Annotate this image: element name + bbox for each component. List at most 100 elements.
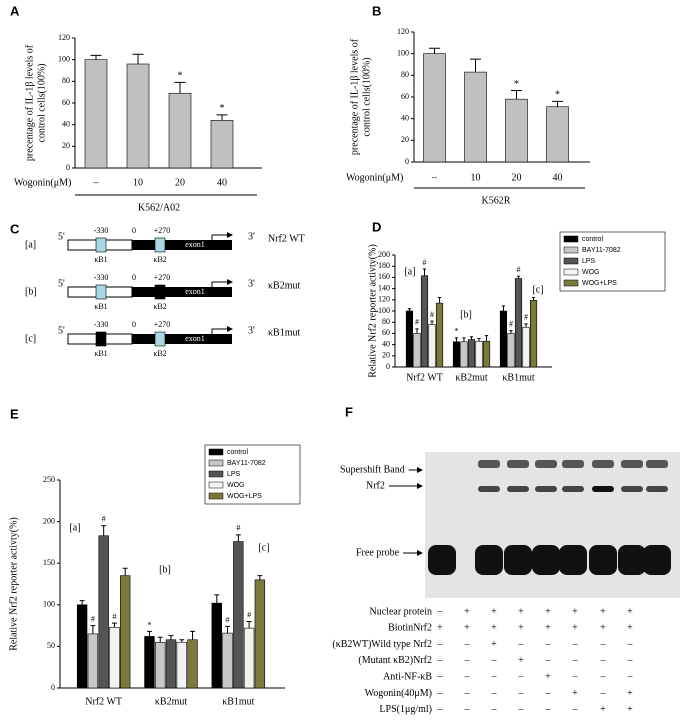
x-tick-label: 10 <box>471 172 481 183</box>
row-label: Wogonin(40μM) <box>365 688 432 699</box>
significance-marker: # <box>517 265 521 274</box>
row-cell: – <box>491 671 498 682</box>
legend-swatch <box>563 257 579 265</box>
row-cell: + <box>491 639 497 650</box>
error-bar <box>111 622 117 628</box>
bar <box>254 579 266 689</box>
supershift-band <box>592 460 614 468</box>
y-axis-label: precentage of IL-1β levels of <box>349 38 360 155</box>
y-tick-label: 0 <box>66 163 70 172</box>
three-prime: 3' <box>248 231 255 242</box>
legend-label: control <box>227 449 248 456</box>
row-cell: – <box>437 688 444 699</box>
bar <box>529 300 538 368</box>
construct-tag: [a] <box>25 239 36 250</box>
legend-label: WOG+LPS <box>227 493 262 500</box>
legend-label: WOG <box>582 269 600 276</box>
error-bar <box>462 337 466 342</box>
significance-marker: # <box>226 615 230 624</box>
row-label: Nuclear protein <box>370 606 432 617</box>
bar <box>423 53 446 163</box>
row-cell: – <box>464 671 471 682</box>
legend-label: LPS <box>582 258 596 265</box>
y-axis-label: Relative Nrf2 reporter activty(%) <box>8 517 19 651</box>
x-tick-label: κB1mut <box>502 372 534 383</box>
row-cell: – <box>600 671 607 682</box>
row-cell: + <box>518 655 524 666</box>
error-bar <box>168 635 174 640</box>
tss-arrow <box>211 279 233 287</box>
error-bar <box>179 639 185 643</box>
position-label: 0 <box>132 226 136 235</box>
bar <box>467 339 476 368</box>
row-cell: + <box>572 606 578 617</box>
site-label: κB1 <box>94 302 107 311</box>
group-label: K562R <box>482 195 511 206</box>
bar <box>243 627 255 689</box>
error-bar <box>132 53 144 64</box>
error-bar <box>147 630 152 637</box>
y-tick-label: 40 <box>382 339 390 348</box>
nrf2-band <box>592 486 614 492</box>
site-label: κB1 <box>94 349 107 358</box>
position-label: +270 <box>154 320 171 329</box>
three-prime: 3' <box>248 325 255 336</box>
row-cell: + <box>600 623 606 634</box>
y-tick-label: 40 <box>401 113 409 122</box>
significance-marker: * <box>220 103 225 114</box>
significance-marker: * <box>514 79 519 90</box>
row-cell: – <box>437 704 444 715</box>
y-tick-label: 50 <box>47 641 55 650</box>
legend-label: BAY11-7082 <box>227 460 266 467</box>
legend-swatch <box>563 235 579 243</box>
bar <box>76 604 88 689</box>
group-label: [b] <box>460 309 472 320</box>
supershift-band <box>478 460 500 468</box>
free-probe-band <box>475 545 503 575</box>
group-label: K562/A02 <box>138 202 180 213</box>
error-bar <box>484 335 489 342</box>
significance-marker: # <box>415 318 419 327</box>
row-cell: – <box>491 688 498 699</box>
row-cell: – <box>491 655 498 666</box>
y-tick-label: 200 <box>378 250 390 259</box>
position-label: -330 <box>94 273 109 282</box>
significance-marker: # <box>102 515 106 524</box>
kb1-site <box>95 237 107 253</box>
error-bar <box>235 534 241 542</box>
row-cell: + <box>437 623 443 634</box>
x-axis-label: Wogonin(μM) <box>14 177 71 188</box>
bar <box>428 324 436 368</box>
group-label: [a] <box>69 522 80 533</box>
y-tick-label: 20 <box>62 141 70 150</box>
error-bar <box>469 336 474 340</box>
free-probe-band <box>428 545 456 575</box>
y-tick-label: 0 <box>51 683 55 692</box>
error-bar <box>174 81 186 94</box>
significance-marker: # <box>509 319 513 328</box>
bar <box>405 310 414 368</box>
site-label: κB2 <box>153 255 166 264</box>
error-bar <box>429 47 440 54</box>
panel-label: E <box>10 406 19 421</box>
significance-marker: * <box>454 327 458 336</box>
error-bar <box>470 58 481 73</box>
y-tick-label: 0 <box>405 157 409 166</box>
error-bar <box>422 268 427 276</box>
y-axis-label: control cells(100%) <box>36 63 47 142</box>
kb1-site <box>95 284 107 300</box>
site-label: κB2 <box>153 349 166 358</box>
row-cell: – <box>464 639 471 650</box>
bar <box>420 275 429 368</box>
x-tick-label: 40 <box>553 172 563 183</box>
row-cell: – <box>600 639 607 650</box>
row-cell: – <box>600 655 607 666</box>
group-label: [a] <box>404 266 415 277</box>
construct-name: κB2mut <box>268 280 300 291</box>
bar <box>505 98 528 163</box>
error-bar <box>190 630 195 640</box>
row-cell: – <box>572 671 579 682</box>
position-label: +270 <box>154 273 171 282</box>
row-cell: – <box>518 688 525 699</box>
panel-label: D <box>372 219 381 234</box>
